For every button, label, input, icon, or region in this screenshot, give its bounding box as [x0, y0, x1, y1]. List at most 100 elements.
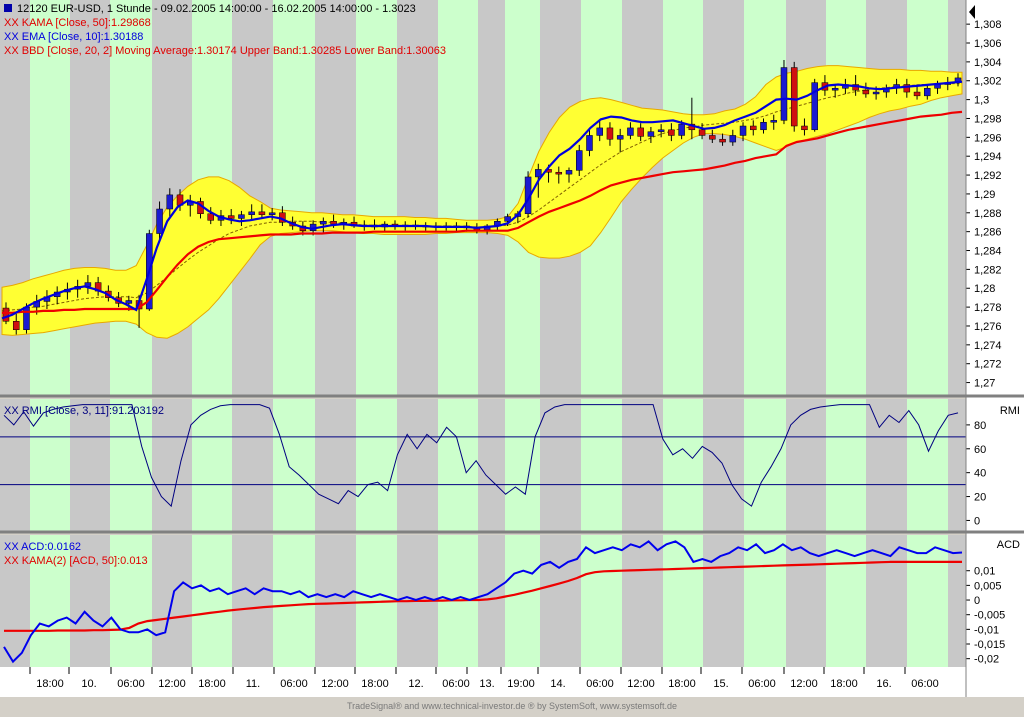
price-tick-label: 1,278 [974, 302, 1002, 314]
night-session-band [232, 535, 273, 667]
candle-body [811, 82, 818, 131]
candle [156, 201, 163, 240]
candle [627, 122, 634, 140]
price-tick-label: 1,282 [974, 264, 1002, 276]
symbol-square-icon [4, 4, 12, 12]
candle-body [268, 212, 276, 215]
candle [248, 204, 255, 221]
candle [811, 78, 818, 132]
night-session-band [152, 399, 192, 531]
candle [258, 204, 266, 218]
ema-line [1, 80, 963, 320]
price-tick-label: 1,27 [974, 378, 995, 390]
night-session-band [0, 399, 30, 531]
acd-tick-label: 0,005 [974, 580, 1002, 592]
time-axis-background [0, 667, 966, 697]
candle-body [156, 208, 163, 234]
night-session-band [540, 535, 581, 667]
candle-body [12, 321, 20, 330]
night-session-band [703, 399, 744, 531]
candle [616, 128, 624, 153]
price-tick-label: 1,274 [974, 340, 1002, 352]
acd-tick-label: -0,01 [974, 624, 999, 636]
night-session-band [70, 0, 110, 395]
rmi-tick-label: 80 [974, 420, 986, 432]
price-tick-label: 1,28 [974, 283, 995, 295]
acd-tick-label: -0,02 [974, 654, 999, 666]
candle [207, 207, 214, 225]
candle [760, 118, 767, 134]
rmi-panel [0, 404, 966, 508]
night-session-band [315, 399, 356, 531]
time-tick-label: 12:00 [627, 678, 655, 690]
night-session-band [397, 0, 438, 395]
candle-body [248, 211, 255, 215]
candle-body [790, 67, 798, 127]
candle-body [320, 221, 327, 225]
candle [12, 313, 20, 335]
candle-body [719, 138, 726, 143]
time-axis: 18:00 10. 06:00 12:00 18:00 11. 06:00 12:00 18:0… [29, 667, 939, 690]
acd-panel-tag: ACD [997, 539, 1020, 551]
acd-kama-line [4, 560, 962, 632]
night-session-band [786, 0, 826, 395]
candle-body [709, 135, 716, 140]
scroll-left-icon[interactable] [969, 5, 975, 19]
candle-body [729, 135, 737, 143]
price-tick-label: 1,284 [974, 246, 1002, 258]
rmi-tick-label: 0 [974, 515, 980, 527]
candle-body [678, 123, 685, 136]
candle-body [637, 127, 644, 137]
candle [320, 217, 327, 233]
candle-body [924, 88, 931, 97]
candle-body [760, 121, 767, 131]
status-bar [0, 697, 1024, 712]
time-tick-label: 14. [550, 678, 565, 690]
candle-body [606, 127, 614, 140]
candle-body [565, 170, 573, 175]
kama-line [2, 110, 963, 314]
night-session-band [703, 535, 744, 667]
candle [903, 78, 911, 98]
candle [739, 122, 747, 142]
time-tick-label: 06:00 [586, 678, 614, 690]
candle [831, 84, 839, 98]
time-tick-label: 12:00 [321, 678, 349, 690]
candle [862, 82, 870, 98]
night-session-band [70, 399, 110, 531]
candle [750, 120, 757, 136]
night-session-band [703, 0, 744, 395]
price-tick-label: 1,302 [974, 76, 1002, 88]
candle [166, 188, 174, 217]
candle-body [596, 127, 603, 136]
candle-body [750, 125, 757, 131]
candle-body [555, 171, 563, 175]
candle [227, 209, 235, 225]
candle [698, 123, 706, 140]
time-tick-label: 18:00 [36, 678, 64, 690]
value-axis-background [966, 0, 1024, 697]
night-session-band [478, 399, 505, 531]
night-session-band [315, 535, 356, 667]
candle-body [862, 89, 870, 95]
night-session-band [397, 399, 438, 531]
time-tick-label: 18:00 [830, 678, 858, 690]
price-tick-label: 1,306 [974, 38, 1002, 50]
candle [637, 123, 644, 142]
candle [913, 84, 921, 100]
time-tick-label: 19:00 [507, 678, 535, 690]
candle [770, 114, 777, 130]
candle-body [627, 127, 634, 136]
candle-body [913, 91, 921, 97]
price-tick-label: 1,292 [974, 170, 1002, 182]
candle [647, 126, 655, 143]
price-tick-label: 1,294 [974, 151, 1002, 163]
candle-body [780, 67, 788, 121]
candle-body [258, 211, 266, 215]
candle [709, 129, 716, 143]
time-tick-label: 06:00 [748, 678, 776, 690]
acd-legend: XX ACD:0.0162 [4, 541, 81, 553]
night-session-band [0, 0, 30, 395]
price-panel [1, 59, 963, 339]
